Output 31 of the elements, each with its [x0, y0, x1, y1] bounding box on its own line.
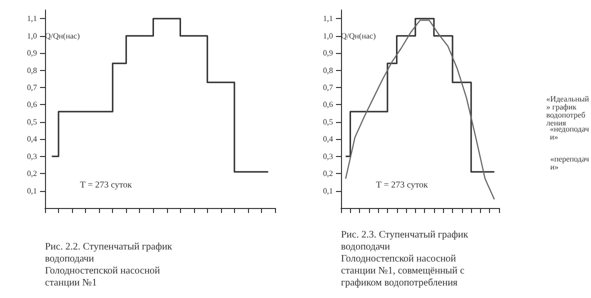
annotation: Т = 273 суток [376, 180, 429, 190]
y-tick-label: 0,5 [27, 117, 37, 126]
y-axis-title: Q/Qн(нас) [341, 32, 376, 40]
y-tick-label: 0,4 [27, 134, 37, 144]
y-tick-label: 0,8 [27, 66, 37, 75]
text: «переподачи» [550, 154, 590, 172]
y-tick-label: 1,1 [323, 14, 333, 24]
text: Рис. 2.3. Ступенчатый график водоподачи Голодностепской насосной станции №1, совмещённый с графиком водопотребления [341, 230, 471, 288]
text: «недоподачи» [550, 124, 589, 142]
y-tick-label: 0,7 [27, 82, 37, 92]
y-tick-label: 1,1 [27, 14, 37, 24]
y-tick-label: 0,6 [323, 100, 333, 110]
text: «Идеальный» график водопотребления [546, 94, 590, 128]
y-tick-label: 0,8 [323, 66, 333, 75]
y-tick-label: 0,1 [323, 186, 333, 196]
text: Рис. 2.2. Ступенчатый график водоподачи Голодностепской насосной станции №1 [45, 242, 175, 288]
y-tick-label: 0,2 [323, 169, 333, 178]
y-tick-label: 0,7 [323, 82, 333, 92]
y-tick-label: 0,3 [27, 152, 37, 161]
annotation: Т = 273 суток [80, 180, 133, 190]
y-tick-label: 0,3 [323, 152, 333, 161]
y-tick-label: 0,6 [27, 100, 37, 110]
y-tick-label: 1,0 [323, 31, 333, 40]
y-tick-label: 0,4 [323, 134, 333, 144]
y-tick-label: 0,5 [323, 117, 333, 126]
y-tick-label: 0,9 [323, 48, 333, 58]
y-tick-label: 1,0 [27, 31, 37, 40]
y-tick-label: 0,2 [27, 169, 37, 178]
y-axis-title: Q/Qн(нас) [45, 32, 80, 40]
y-tick-label: 0,9 [27, 48, 37, 58]
y-tick-label: 0,1 [27, 186, 37, 196]
